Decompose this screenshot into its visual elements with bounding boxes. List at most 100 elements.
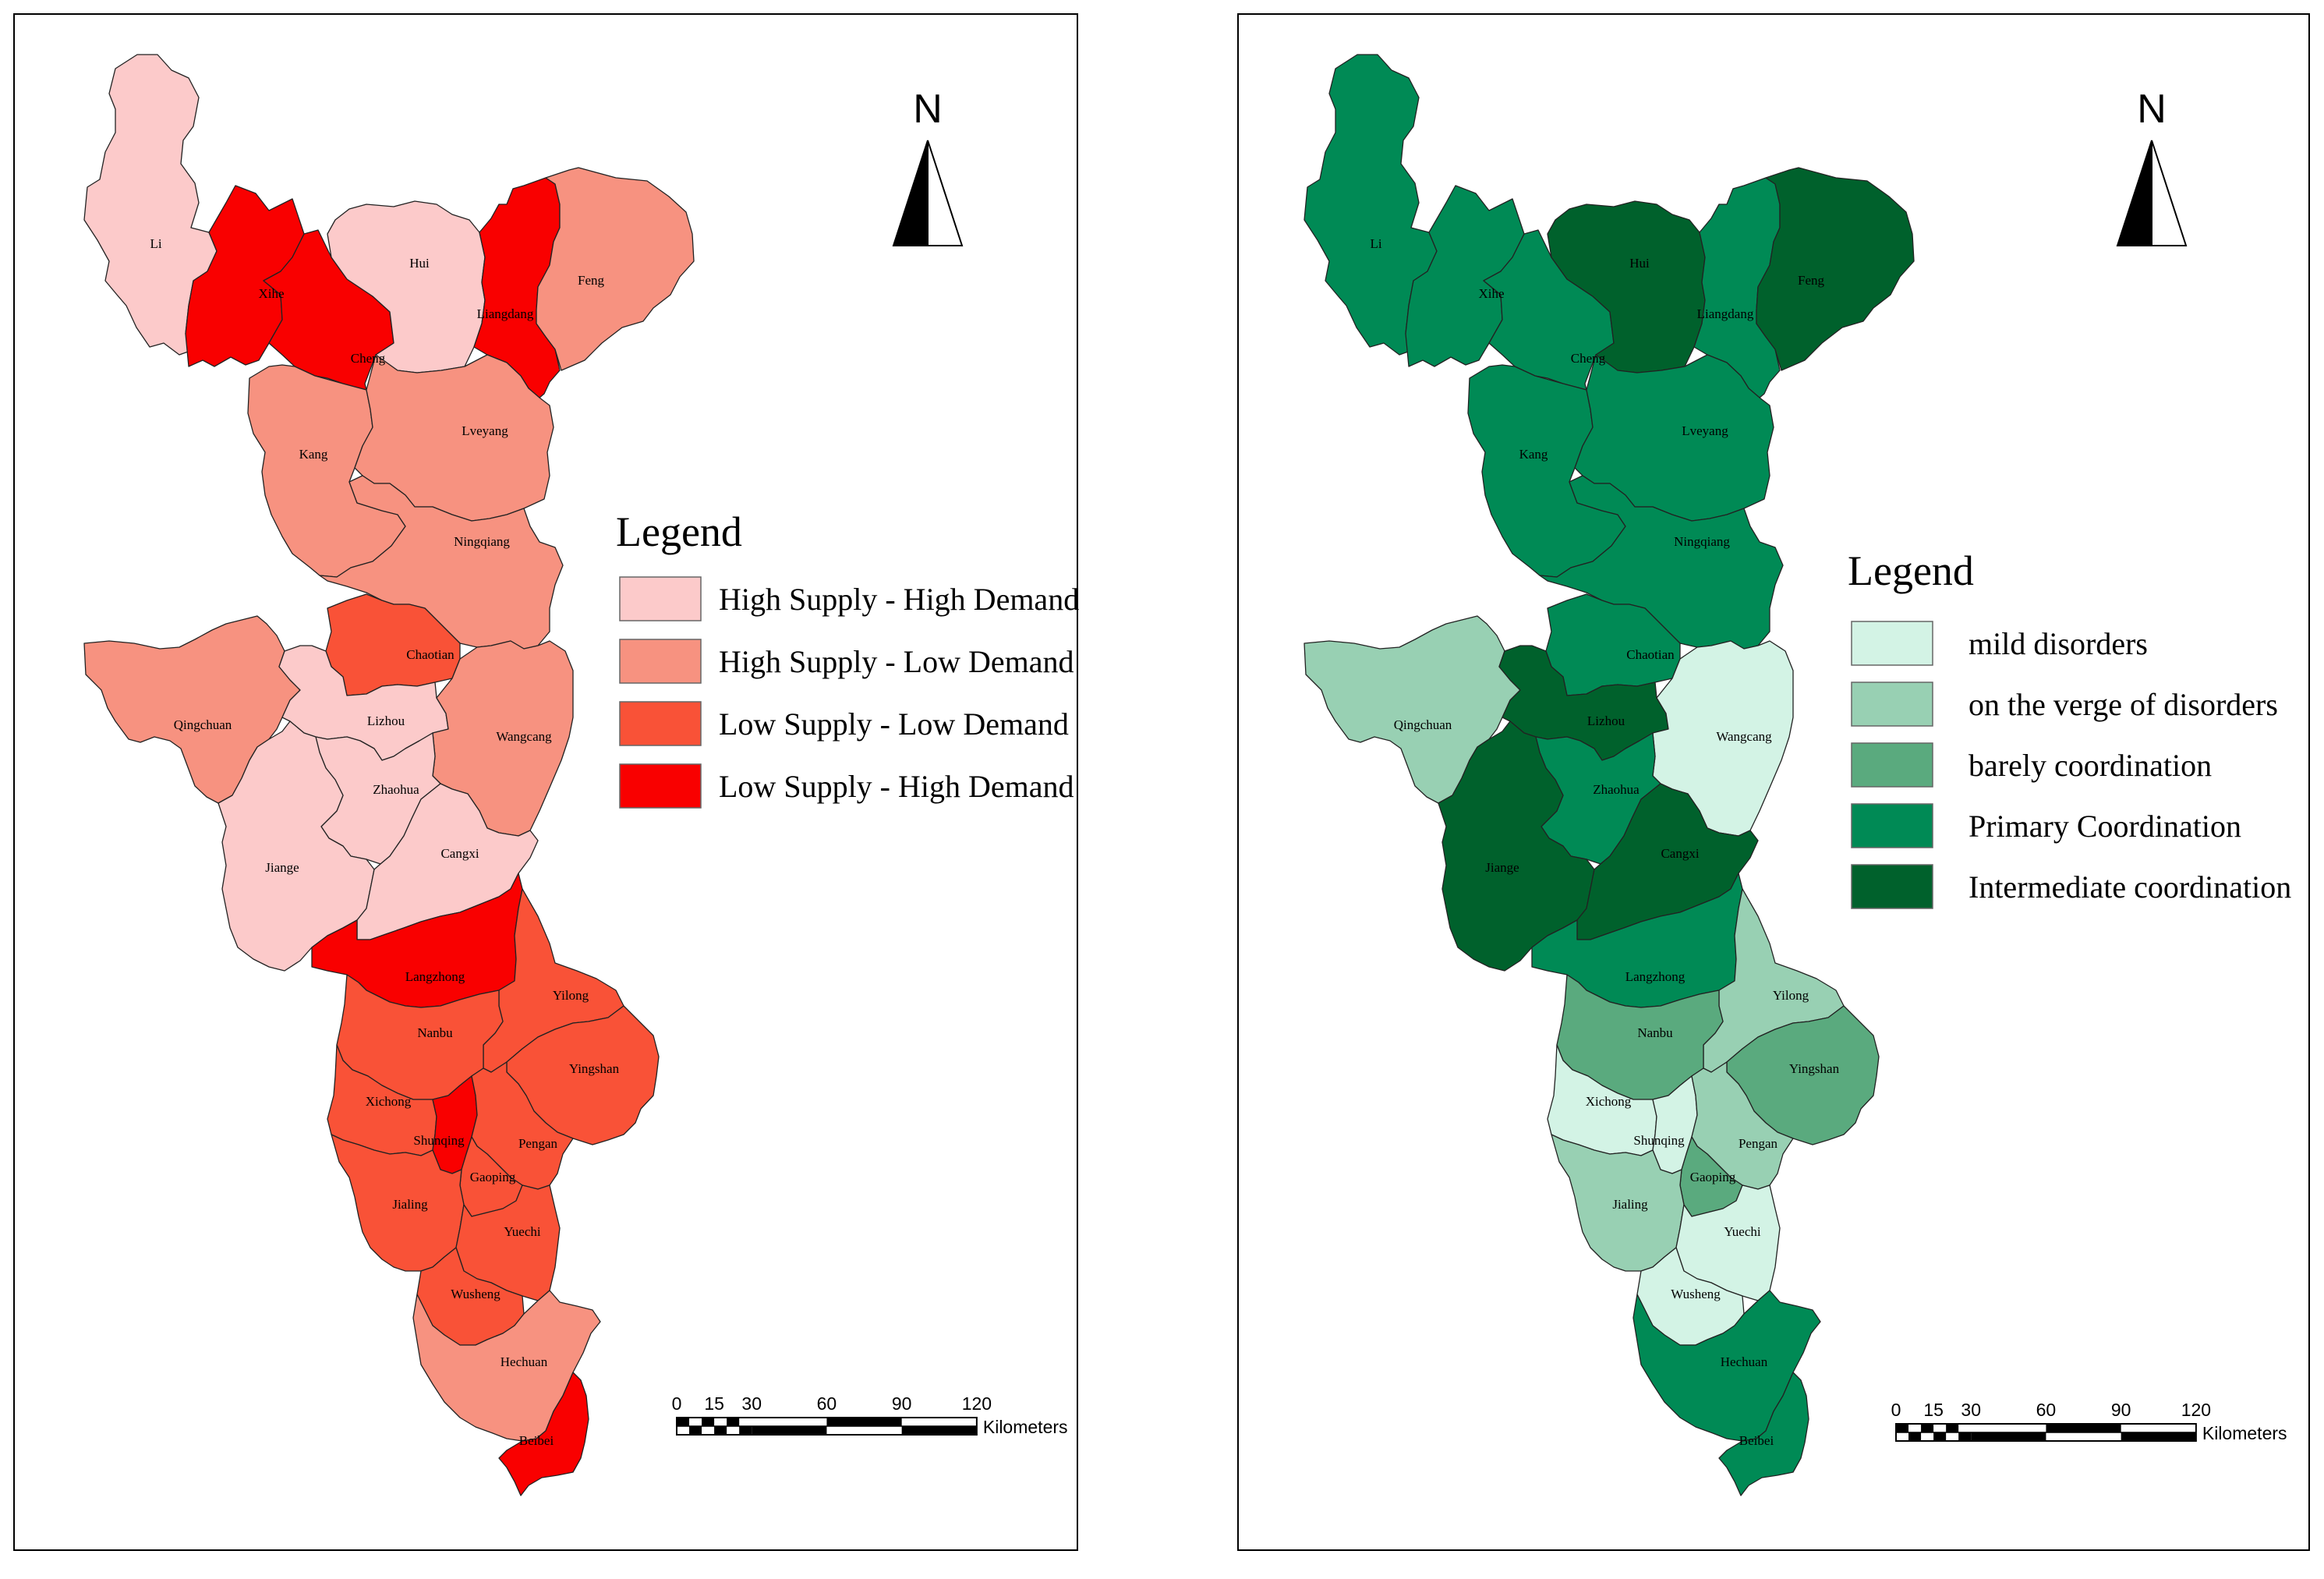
county-label-hechuan: Hechuan <box>501 1354 548 1369</box>
county-li[interactable] <box>83 54 218 356</box>
county-qingchuan[interactable] <box>83 615 301 804</box>
county-label-cangxi: Cangxi <box>440 846 479 861</box>
scale-unit-label: Kilometers <box>2202 1423 2287 1443</box>
scale-tick-label: 0 <box>1891 1400 1901 1420</box>
scale-tick-label: 30 <box>1961 1400 1981 1420</box>
scale-tick-label: 90 <box>2111 1400 2131 1420</box>
county-label-hui: Hui <box>1629 256 1650 271</box>
county-layer: Li Xihe Hui Liangdang Feng Cheng Kang Lveyang Ni… <box>1303 54 1915 1496</box>
county-li[interactable] <box>1303 54 1438 356</box>
county-jiange[interactable] <box>1438 720 1595 972</box>
map-frame <box>1237 13 2310 1551</box>
county-cheng[interactable] <box>263 229 394 391</box>
county-label-yilong: Yilong <box>553 988 589 1003</box>
county-label-beibei: Beibei <box>1739 1433 1774 1448</box>
county-label-zhaohua: Zhaohua <box>373 782 419 797</box>
north-arrow-icon: N <box>892 87 964 246</box>
legend-label-primary-coordination: Primary Coordination <box>1969 809 2241 844</box>
county-feng[interactable] <box>536 167 695 371</box>
county-feng[interactable] <box>1756 167 1915 371</box>
county-label-langzhong: Langzhong <box>405 969 465 984</box>
county-label-langzhong: Langzhong <box>1625 969 1686 984</box>
county-label-jialing: Jialing <box>392 1197 428 1212</box>
county-label-yuechi: Yuechi <box>504 1224 540 1239</box>
county-label-lizhou: Lizhou <box>1587 713 1625 728</box>
legend-swatch-low-supply-high-demand <box>619 763 702 809</box>
county-label-xichong: Xichong <box>1586 1094 1632 1109</box>
county-label-feng: Feng <box>578 273 605 288</box>
county-label-cheng: Cheng <box>1571 351 1606 366</box>
legend-swatch-primary-coordination <box>1851 803 1933 848</box>
legend-swatch-intermediate-coordination <box>1851 864 1933 909</box>
county-label-ningqiang: Ningqiang <box>1674 534 1730 549</box>
county-label-hui: Hui <box>409 256 430 271</box>
county-hechuan[interactable] <box>1632 1290 1821 1442</box>
county-cheng[interactable] <box>1483 229 1615 391</box>
scale-tick-label: 120 <box>2181 1400 2211 1420</box>
north-arrow-icon: N <box>2116 87 2188 246</box>
county-label-qingchuan: Qingchuan <box>1394 717 1452 732</box>
county-label-nanbu: Nanbu <box>417 1025 453 1040</box>
county-label-lveyang: Lveyang <box>1682 423 1728 438</box>
legend-swatch-mild-disorders <box>1851 621 1933 666</box>
county-label-hechuan: Hechuan <box>1721 1354 1768 1369</box>
county-label-chaotian: Chaotian <box>406 647 455 662</box>
county-label-gaoping: Gaoping <box>1690 1170 1736 1184</box>
county-layer: Li Xihe Hui Liangdang Feng Cheng Kang Lveyang Ni… <box>83 54 695 1496</box>
county-qingchuan[interactable] <box>1303 615 1521 804</box>
map-frame <box>13 13 1078 1551</box>
legend-swatch-high-supply-low-demand <box>619 639 702 684</box>
scale-tick-label: 90 <box>892 1393 912 1414</box>
county-label-yuechi: Yuechi <box>1724 1224 1760 1239</box>
county-label-feng: Feng <box>1798 273 1825 288</box>
county-label-xihe: Xihe <box>258 286 284 301</box>
scale-tick-label: 30 <box>741 1393 762 1414</box>
legend-swatch-high-supply-high-demand <box>619 576 702 621</box>
county-label-kang: Kang <box>1519 447 1548 462</box>
legend-title: Legend <box>616 508 742 555</box>
supply-demand-map-panel: Li Xihe Hui Liangdang Feng Cheng Kang Lveyang Ni… <box>13 13 1079 1551</box>
county-label-lizhou: Lizhou <box>367 713 405 728</box>
county-beibei[interactable] <box>498 1372 589 1496</box>
county-label-gaoping: Gaoping <box>470 1170 516 1184</box>
scale-tick-label: 0 <box>672 1393 682 1414</box>
county-hechuan[interactable] <box>412 1290 601 1442</box>
county-jiange[interactable] <box>218 720 375 972</box>
legend-label-high-supply-low-demand: High Supply - Low Demand <box>719 644 1074 679</box>
county-label-pengan: Pengan <box>518 1136 558 1151</box>
county-label-cangxi: Cangxi <box>1661 846 1699 861</box>
coordination-map-panel: Li Xihe Hui Liangdang Feng Cheng Kang Lveyang Ni… <box>1237 13 2310 1551</box>
legend-swatch-barely-coordination <box>1851 742 1933 788</box>
map-legend: Legend mild disorders on the verge of diso… <box>1848 547 2291 909</box>
county-label-liangdang: Liangdang <box>1697 306 1754 321</box>
county-label-wusheng: Wusheng <box>1671 1287 1721 1301</box>
legend-label-low-supply-high-demand: Low Supply - High Demand <box>719 769 1074 804</box>
scale-bar: 0 15 30 60 90 120 Kilometers <box>672 1393 1068 1437</box>
county-label-xihe: Xihe <box>1478 286 1504 301</box>
county-label-liangdang: Liangdang <box>477 306 534 321</box>
scale-tick-label: 15 <box>704 1393 724 1414</box>
county-label-yilong: Yilong <box>1773 988 1809 1003</box>
legend-swatch-on-the-verge-of-disorders <box>1851 682 1933 727</box>
county-label-yingshan: Yingshan <box>569 1061 620 1076</box>
scale-tick-label: 60 <box>817 1393 837 1414</box>
county-label-yingshan: Yingshan <box>1789 1061 1840 1076</box>
map-legend: Legend High Supply - High Demand High Supp… <box>616 508 1079 809</box>
legend-label-on-the-verge-of-disorders: on the verge of disorders <box>1969 687 2278 722</box>
county-label-shunqing: Shunqing <box>413 1133 465 1148</box>
county-beibei[interactable] <box>1718 1372 1809 1496</box>
county-label-nanbu: Nanbu <box>1637 1025 1673 1040</box>
county-label-li: Li <box>1370 236 1381 251</box>
county-label-pengan: Pengan <box>1739 1136 1778 1151</box>
county-label-wusheng: Wusheng <box>451 1287 501 1301</box>
county-label-shunqing: Shunqing <box>1633 1133 1685 1148</box>
legend-title: Legend <box>1848 547 1974 594</box>
county-label-wangcang: Wangcang <box>1716 729 1772 744</box>
scale-unit-label: Kilometers <box>983 1417 1068 1437</box>
county-label-zhaohua: Zhaohua <box>1593 782 1640 797</box>
county-label-lveyang: Lveyang <box>462 423 508 438</box>
legend-label-barely-coordination: barely coordination <box>1969 748 2212 783</box>
legend-label-intermediate-coordination: Intermediate coordination <box>1969 869 2291 905</box>
county-label-wangcang: Wangcang <box>496 729 552 744</box>
